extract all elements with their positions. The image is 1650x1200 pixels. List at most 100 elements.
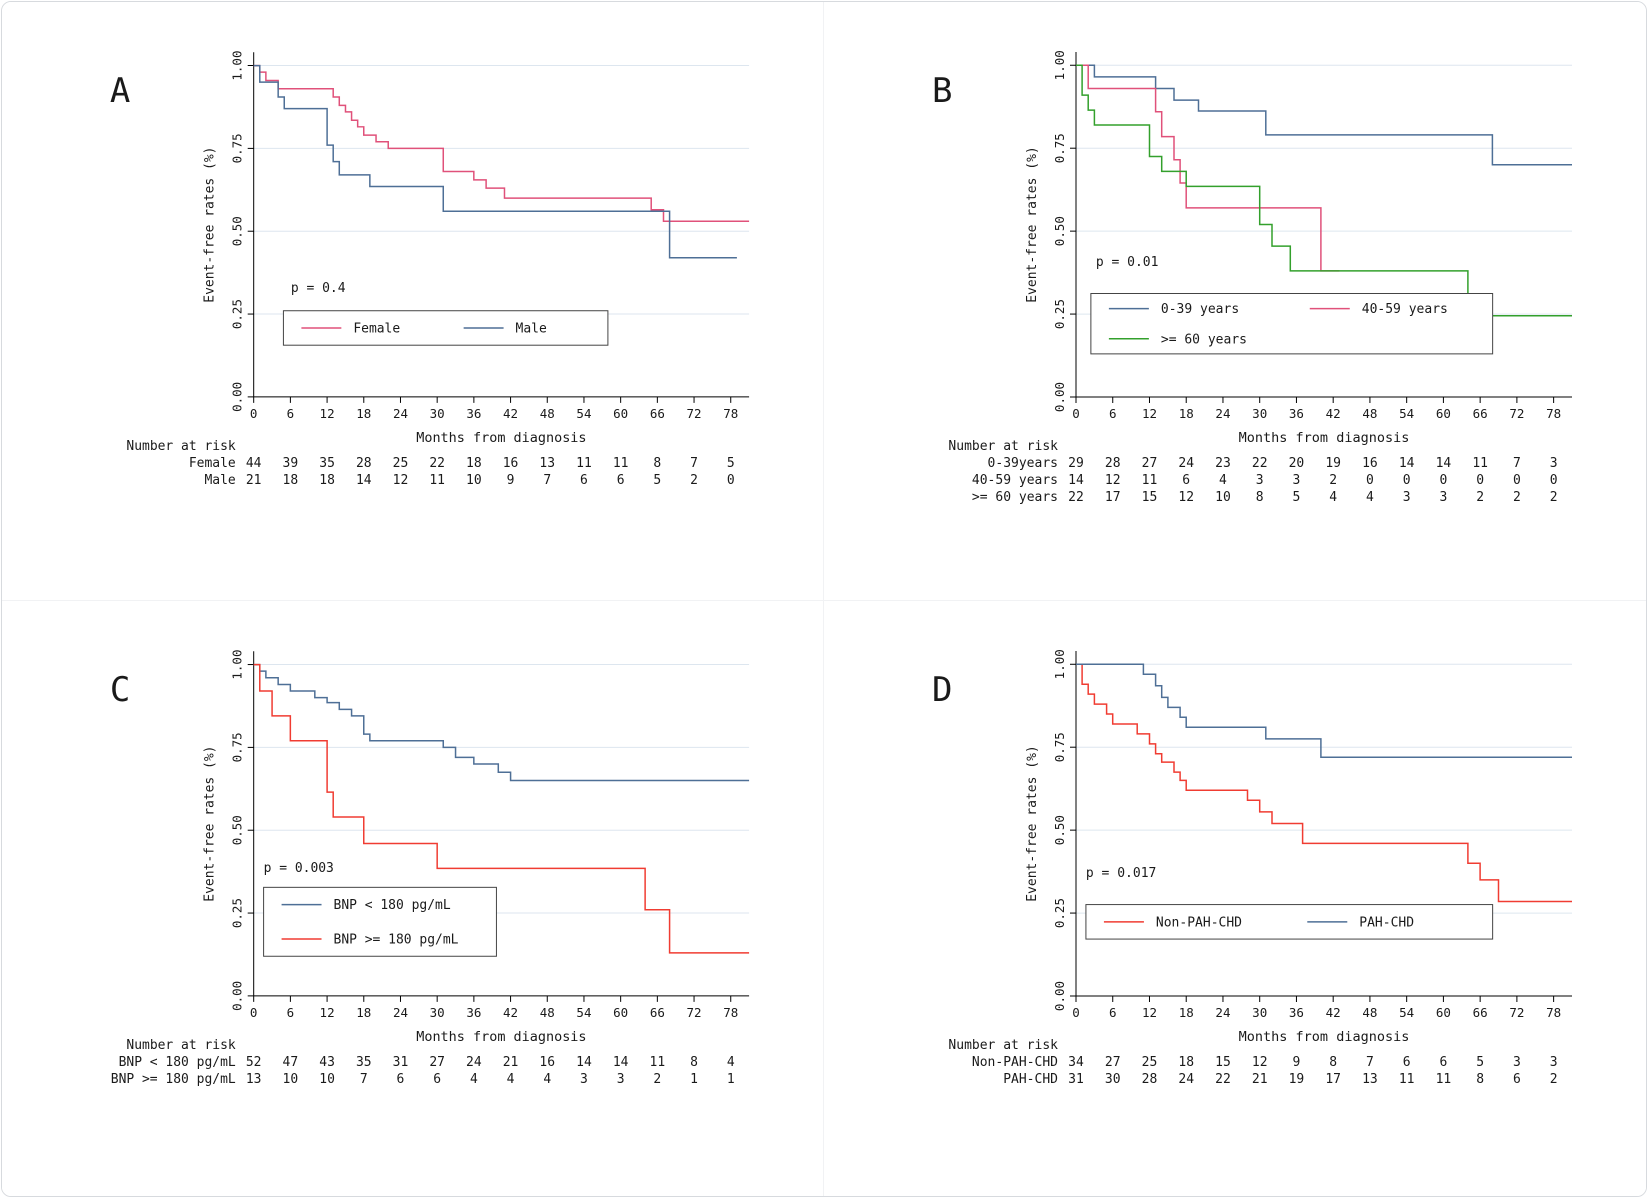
risk-value: 17 bbox=[1105, 490, 1121, 505]
risk-value: 18 bbox=[1178, 1055, 1194, 1070]
risk-value: 8 bbox=[1329, 1055, 1337, 1070]
x-tick-label: 72 bbox=[687, 406, 702, 421]
risk-table-title: Number at risk bbox=[126, 439, 236, 454]
risk-value: 12 bbox=[1252, 1055, 1268, 1070]
risk-row-label: 0-39years bbox=[988, 456, 1058, 471]
risk-value: 44 bbox=[246, 456, 262, 471]
x-axis-title: Months from diagnosis bbox=[416, 1029, 586, 1045]
risk-value: 4 bbox=[543, 1072, 551, 1087]
y-tick-label: 0.25 bbox=[1052, 898, 1067, 928]
x-tick-label: 24 bbox=[393, 406, 408, 421]
risk-value: 24 bbox=[1178, 456, 1194, 471]
risk-value: 0 bbox=[1513, 473, 1521, 488]
y-tick-label: 0.25 bbox=[230, 898, 245, 928]
risk-value: 19 bbox=[1289, 1072, 1305, 1087]
risk-value: 5 bbox=[727, 456, 735, 471]
risk-value: 39 bbox=[283, 456, 299, 471]
risk-value: 8 bbox=[653, 456, 661, 471]
risk-value: 1 bbox=[690, 1072, 698, 1087]
x-tick-label: 54 bbox=[576, 1005, 591, 1020]
risk-value: 0 bbox=[1439, 473, 1447, 488]
x-tick-label: 72 bbox=[1509, 1005, 1524, 1020]
y-tick-label: 1.00 bbox=[230, 51, 245, 81]
x-tick-label: 24 bbox=[1215, 1005, 1230, 1020]
legend-label: >= 60 years bbox=[1161, 332, 1247, 347]
risk-value: 23 bbox=[1215, 456, 1231, 471]
risk-value: 27 bbox=[429, 1055, 445, 1070]
risk-value: 47 bbox=[283, 1055, 299, 1070]
x-tick-label: 30 bbox=[430, 1005, 445, 1020]
risk-value: 29 bbox=[1068, 456, 1084, 471]
km-curve bbox=[1076, 64, 1572, 166]
risk-value: 14 bbox=[613, 1055, 629, 1070]
risk-value: 19 bbox=[1325, 456, 1341, 471]
risk-value: 6 bbox=[433, 1072, 441, 1087]
x-tick-label: 54 bbox=[576, 406, 591, 421]
x-tick-label: 30 bbox=[430, 406, 445, 421]
risk-value: 2 bbox=[1550, 1072, 1558, 1087]
risk-value: 6 bbox=[1182, 473, 1190, 488]
risk-row-label: Non-PAH-CHD bbox=[972, 1055, 1058, 1070]
risk-value: 25 bbox=[1142, 1055, 1158, 1070]
x-tick-label: 6 bbox=[287, 1005, 295, 1020]
risk-value: 7 bbox=[1366, 1055, 1374, 1070]
x-tick-label: 6 bbox=[1109, 406, 1117, 421]
x-tick-label: 48 bbox=[540, 1005, 555, 1020]
p-value: p = 0.4 bbox=[291, 281, 346, 296]
risk-value: 2 bbox=[1476, 490, 1484, 505]
x-tick-label: 54 bbox=[1399, 406, 1414, 421]
x-tick-label: 0 bbox=[1072, 1005, 1080, 1020]
risk-value: 24 bbox=[466, 1055, 482, 1070]
x-tick-label: 12 bbox=[1142, 1005, 1157, 1020]
risk-value: 11 bbox=[1472, 456, 1488, 471]
risk-value: 11 bbox=[1399, 1072, 1415, 1087]
risk-value: 16 bbox=[1362, 456, 1378, 471]
panel-C-chart: C0.000.250.500.751.000 6 12 18 24 30 36 42 48 54 6… bbox=[110, 650, 750, 1087]
x-tick-label: 42 bbox=[1326, 406, 1341, 421]
risk-value: 3 bbox=[580, 1072, 588, 1087]
risk-value: 13 bbox=[1362, 1072, 1378, 1087]
x-tick-label: 18 bbox=[356, 1005, 371, 1020]
y-tick-label: 0.75 bbox=[1052, 732, 1067, 762]
risk-value: 8 bbox=[690, 1055, 698, 1070]
risk-value: 3 bbox=[1293, 473, 1301, 488]
y-tick-label: 1.00 bbox=[1052, 649, 1067, 679]
risk-value: 10 bbox=[319, 1072, 335, 1087]
legend-label: BNP < 180 pg/mL bbox=[334, 898, 451, 913]
risk-value: 22 bbox=[1215, 1072, 1231, 1087]
x-tick-label: 42 bbox=[1326, 1005, 1341, 1020]
risk-value: 17 bbox=[1325, 1072, 1341, 1087]
risk-value: 22 bbox=[429, 456, 445, 471]
risk-value: 18 bbox=[283, 473, 299, 488]
risk-row-label: 40-59 years bbox=[972, 473, 1058, 488]
risk-value: 5 bbox=[653, 473, 661, 488]
risk-value: 10 bbox=[283, 1072, 299, 1087]
risk-value: 2 bbox=[653, 1072, 661, 1087]
x-tick-label: 60 bbox=[1436, 406, 1451, 421]
risk-value: 11 bbox=[1142, 473, 1158, 488]
risk-value: 28 bbox=[1142, 1072, 1158, 1087]
km-curve bbox=[1076, 663, 1572, 758]
risk-value: 35 bbox=[356, 1055, 372, 1070]
risk-value: 3 bbox=[1550, 1055, 1558, 1070]
risk-value: 10 bbox=[466, 473, 482, 488]
risk-value: 1 bbox=[727, 1072, 735, 1087]
p-value: p = 0.003 bbox=[264, 861, 334, 876]
risk-value: 0 bbox=[1550, 473, 1558, 488]
risk-value: 27 bbox=[1105, 1055, 1121, 1070]
risk-value: 12 bbox=[393, 473, 409, 488]
panel-A: A 0.00 0.25 0.50 0.75 1.00 0 6 12 18 24 30 36 42 48 54 6… bbox=[2, 2, 824, 601]
x-tick-label: 78 bbox=[1546, 406, 1561, 421]
panel-B-chart: B0.000.250.500.751.000 6 12 18 24 30 36 42 48 54 6… bbox=[932, 50, 1572, 505]
x-tick-label: 48 bbox=[1362, 1005, 1377, 1020]
risk-value: 0 bbox=[1476, 473, 1484, 488]
risk-value: 27 bbox=[1142, 456, 1158, 471]
x-tick-label: 60 bbox=[1436, 1005, 1451, 1020]
risk-value: 6 bbox=[1439, 1055, 1447, 1070]
risk-value: 3 bbox=[1439, 490, 1447, 505]
risk-value: 11 bbox=[613, 456, 629, 471]
risk-value: 31 bbox=[1068, 1072, 1084, 1087]
legend-label: Male bbox=[516, 321, 547, 336]
x-tick-label: 66 bbox=[650, 406, 665, 421]
